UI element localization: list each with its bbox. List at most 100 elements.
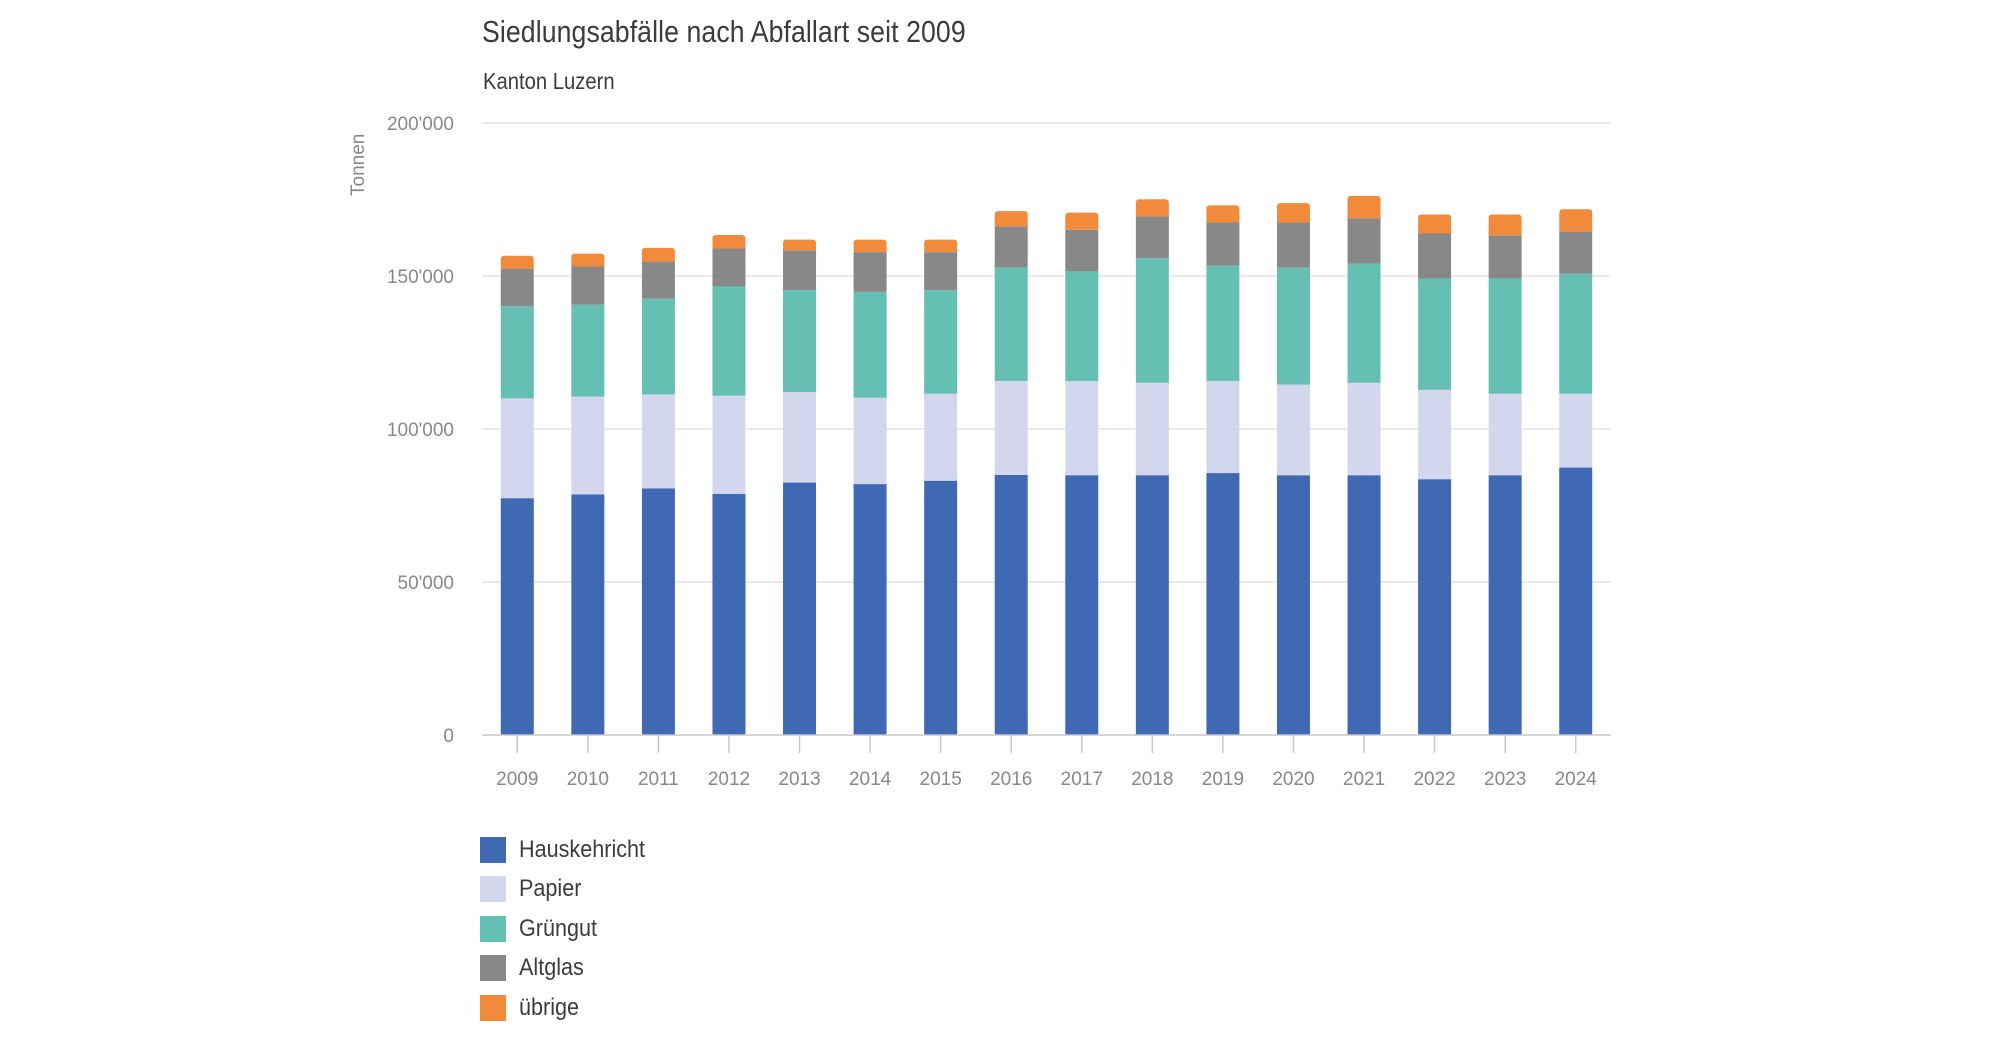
bar-segment-gr-ngut <box>994 267 1028 381</box>
legend-swatch <box>480 876 506 903</box>
bar-segment-papier <box>994 380 1028 475</box>
bar-segment-papier <box>571 396 605 495</box>
x-tick-label: 2018 <box>1131 769 1173 790</box>
bar-segment-papier <box>853 397 887 485</box>
bar-segment-hauskehricht <box>853 484 887 735</box>
bar-segment-papier <box>1418 389 1452 480</box>
y-tick-label: 200'000 <box>387 114 454 135</box>
bars <box>500 195 1593 735</box>
bar-segment-hauskehricht <box>1347 475 1381 735</box>
legend-item-hauskehricht[interactable]: Hauskehricht <box>480 830 659 870</box>
bar-segment-papier <box>1206 380 1240 474</box>
bar-segment-gr-ngut <box>1135 258 1169 383</box>
x-tick-label: 2023 <box>1484 769 1526 790</box>
bar-segment--brige <box>641 247 675 262</box>
bar-segment--brige <box>924 239 958 253</box>
legend-label: übrige <box>519 993 580 1021</box>
bar-segment-papier <box>1559 393 1593 468</box>
bar-segment-altglas <box>994 226 1028 268</box>
bar-segment-altglas <box>1488 235 1522 279</box>
bar-segment-gr-ngut <box>712 286 746 396</box>
bar-segment--brige <box>571 253 605 267</box>
x-tick-label: 2014 <box>849 769 892 790</box>
bar-segment-altglas <box>500 268 534 307</box>
y-axis: 0 50'000 100'000 150'000 200'000 <box>387 114 454 747</box>
bar-segment-papier <box>783 391 817 483</box>
y-tick-label: 50'000 <box>398 573 454 594</box>
bar-segment-hauskehricht <box>994 474 1028 735</box>
bar-segment-gr-ngut <box>783 290 817 392</box>
x-tick-label: 2009 <box>496 769 538 790</box>
bar-segment--brige <box>1488 214 1522 236</box>
bar-segment-hauskehricht <box>924 480 958 735</box>
bar-segment-papier <box>641 394 675 489</box>
x-tick-label: 2020 <box>1272 769 1314 790</box>
bar-segment-gr-ngut <box>641 298 675 395</box>
y-tick-label: 100'000 <box>387 420 454 441</box>
bar-stack-2018 <box>1135 199 1169 735</box>
bar-segment-hauskehricht <box>1206 473 1240 735</box>
legend-label: Papier <box>519 875 582 903</box>
legend-item-altglas[interactable]: Altglas <box>480 949 659 989</box>
bar-segment-papier <box>1488 393 1522 476</box>
bar-segment-papier <box>1347 382 1381 476</box>
bar-segment-altglas <box>1276 222 1310 268</box>
bar-segment-altglas <box>853 252 887 292</box>
x-tick-label: 2021 <box>1343 769 1385 790</box>
bar-segment-hauskehricht <box>1559 467 1593 735</box>
legend-label: Altglas <box>519 954 584 982</box>
bar-segment--brige <box>1347 195 1381 219</box>
bar-segment-hauskehricht <box>1135 475 1169 735</box>
bar-segment-altglas <box>571 266 605 305</box>
bar-segment-hauskehricht <box>500 498 534 735</box>
bar-segment-gr-ngut <box>1206 265 1240 381</box>
x-tick-label: 2017 <box>1061 769 1103 790</box>
bar-stack-2012 <box>712 234 746 735</box>
x-tick-label: 2012 <box>708 769 750 790</box>
bar-segment-gr-ngut <box>1276 267 1310 385</box>
bar-segment-papier <box>1276 384 1310 476</box>
bar-stack-2022 <box>1418 214 1452 735</box>
bar-stack-2011 <box>641 247 675 735</box>
bar-segment-papier <box>924 393 958 481</box>
legend-swatch <box>480 836 506 863</box>
bar-segment--brige <box>500 255 534 269</box>
bar-segment-gr-ngut <box>1418 278 1452 390</box>
legend-label: Hauskehricht <box>519 835 646 863</box>
bar-segment--brige <box>994 211 1028 227</box>
bar-segment-gr-ngut <box>1488 278 1522 394</box>
bar-segment--brige <box>1206 205 1240 223</box>
chart-subtitle: Kanton Luzern <box>483 68 615 94</box>
legend: Hauskehricht Papier Grüngut Altglas übrige <box>480 830 659 1028</box>
bar-stack-2021 <box>1347 195 1381 735</box>
bar-stack-2016 <box>994 211 1028 735</box>
bar-segment-hauskehricht <box>1276 475 1310 735</box>
x-tick-label: 2016 <box>990 769 1032 790</box>
legend-item--brige[interactable]: übrige <box>480 988 659 1028</box>
legend-swatch <box>480 955 506 982</box>
bar-segment-hauskehricht <box>641 488 675 735</box>
bar-segment-gr-ngut <box>571 304 605 397</box>
chart-title: Siedlungsabfälle nach Abfallart seit 200… <box>482 14 966 49</box>
bar-segment-hauskehricht <box>1488 475 1522 735</box>
bar-segment-hauskehricht <box>1065 475 1099 735</box>
x-tick-label: 2022 <box>1413 769 1455 790</box>
bar-segment-hauskehricht <box>712 493 746 735</box>
y-tick-label: 150'000 <box>387 267 454 288</box>
bar-segment-altglas <box>712 248 746 287</box>
bar-stack-2017 <box>1065 212 1099 735</box>
bar-segment-papier <box>1065 380 1099 476</box>
x-tick-label: 2013 <box>778 769 820 790</box>
bar-segment-papier <box>712 395 746 494</box>
legend-item-papier[interactable]: Papier <box>480 870 659 910</box>
bar-segment-gr-ngut <box>1347 263 1381 383</box>
bar-segment-gr-ngut <box>1559 273 1593 394</box>
legend-item-gr-ngut[interactable]: Grüngut <box>480 909 659 949</box>
bar-stack-2013 <box>783 239 817 735</box>
bar-segment--brige <box>853 239 887 253</box>
bar-segment--brige <box>1418 214 1452 234</box>
y-axis-title: Tonnen <box>348 134 369 196</box>
bar-stack-2014 <box>853 239 887 735</box>
bar-segment--brige <box>1276 203 1310 223</box>
